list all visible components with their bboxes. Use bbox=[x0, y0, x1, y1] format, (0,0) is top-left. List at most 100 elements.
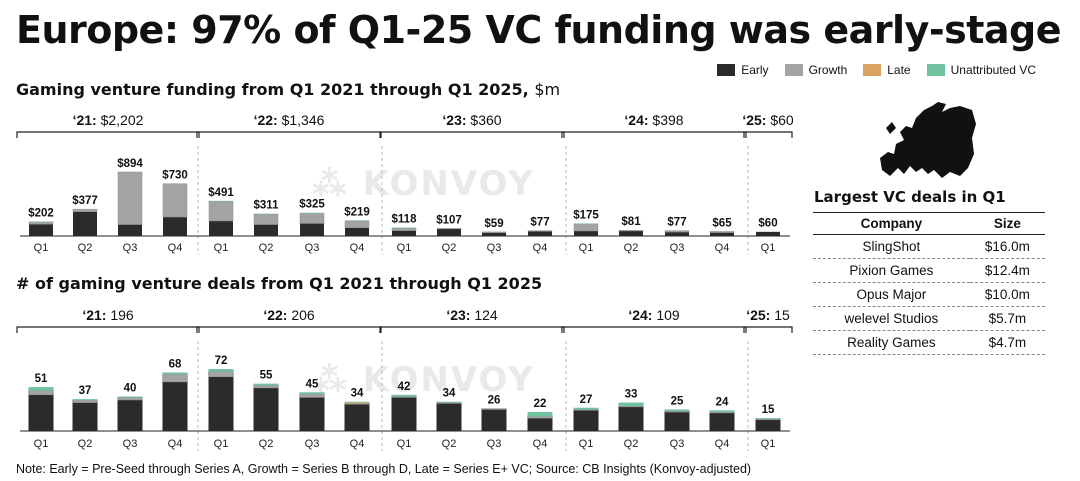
bar-segment-growth bbox=[253, 213, 279, 225]
x-tick-label: Q1 bbox=[579, 242, 594, 254]
group-bracket bbox=[16, 326, 200, 333]
bar-segment-unattributed bbox=[709, 410, 735, 413]
group-total: $360 bbox=[470, 112, 501, 128]
deals-table: Company Size SlingShot $16.0m Pixion Game… bbox=[813, 212, 1045, 355]
group-label: ‘21: $2,202 bbox=[73, 112, 144, 128]
bar-segment-unattributed bbox=[664, 409, 690, 412]
group-total: 206 bbox=[291, 307, 315, 323]
bar-segment-early bbox=[392, 230, 416, 236]
bar-segment-early bbox=[300, 223, 324, 236]
bar-segment-early bbox=[755, 419, 781, 431]
x-tick-label: Q2 bbox=[624, 438, 639, 450]
deal-company: Opus Major bbox=[813, 282, 970, 307]
bar-total-label: $118 bbox=[392, 214, 418, 226]
bar-segment-early bbox=[756, 231, 780, 236]
group-label: ‘24: 109 bbox=[628, 307, 680, 323]
bar-total-label: 33 bbox=[625, 389, 638, 401]
group-label: ‘23: $360 bbox=[442, 112, 501, 128]
x-tick-label: Q4 bbox=[533, 438, 548, 450]
x-tick-label: Q2 bbox=[624, 242, 639, 254]
legend-item-unattributed: Unattributed VC bbox=[926, 63, 1036, 77]
bar-segment-unattributed bbox=[162, 372, 188, 375]
bar-segment-growth bbox=[481, 231, 507, 234]
bar-total-label: $894 bbox=[117, 158, 143, 170]
bar-segment-growth bbox=[72, 399, 98, 403]
group-bracket bbox=[561, 131, 747, 138]
group-year: ‘24: bbox=[628, 307, 656, 323]
bar-total-label: $202 bbox=[28, 208, 54, 220]
group-bracket bbox=[16, 131, 200, 138]
x-tick-label: Q1 bbox=[761, 242, 776, 254]
bar-total-label: 24 bbox=[716, 396, 729, 408]
bar-segment-unattributed bbox=[392, 227, 416, 229]
bar-segment-early bbox=[345, 227, 369, 236]
x-tick-label: Q1 bbox=[579, 438, 594, 450]
deal-company: SlingShot bbox=[813, 234, 970, 259]
bar-segment-growth bbox=[28, 221, 54, 225]
x-tick-label: Q1 bbox=[397, 242, 412, 254]
x-tick-label: Q1 bbox=[761, 438, 776, 450]
bar-segment-early bbox=[482, 232, 506, 236]
bar-segment-early bbox=[437, 228, 461, 236]
x-tick-label: Q3 bbox=[487, 438, 502, 450]
bar-total-label: 25 bbox=[671, 395, 684, 407]
group-year: ‘22: bbox=[254, 112, 282, 128]
bar-segment-early bbox=[208, 376, 234, 431]
bar-segment-early bbox=[391, 397, 417, 431]
group-year: ‘23: bbox=[442, 112, 470, 128]
group-year: ‘24: bbox=[624, 112, 652, 128]
bar-total-label: $325 bbox=[299, 199, 325, 211]
deal-company: Reality Games bbox=[813, 330, 970, 355]
funding-chart-unit: $m bbox=[534, 80, 561, 99]
bar-segment-unattributed bbox=[299, 392, 325, 394]
x-tick-label: Q4 bbox=[715, 242, 730, 254]
bar-total-label: 72 bbox=[215, 355, 228, 367]
bar-total-label: 42 bbox=[398, 381, 411, 393]
deal-size: $4.7m bbox=[969, 330, 1045, 355]
watermark-top: ⁂ KONVOY bbox=[312, 164, 535, 204]
x-tick-label: Q4 bbox=[350, 242, 365, 254]
group-label: ‘25: $60 bbox=[742, 112, 794, 128]
group-label: ‘23: 124 bbox=[446, 307, 498, 323]
group-total: $2,202 bbox=[101, 112, 144, 128]
group-total: 196 bbox=[110, 307, 134, 323]
bar-total-label: $377 bbox=[72, 195, 98, 207]
bar-segment-early bbox=[162, 381, 188, 431]
bar-total-label: 40 bbox=[124, 383, 137, 395]
legend-label-growth: Growth bbox=[808, 63, 848, 77]
legend: Early Growth Late Unattributed VC bbox=[717, 63, 1036, 77]
group-year: ‘21: bbox=[82, 307, 110, 323]
bar-segment-unattributed bbox=[755, 418, 781, 419]
bar-total-label: 45 bbox=[306, 378, 319, 390]
table-row: Reality Games $4.7m bbox=[813, 330, 1045, 355]
deal-size: $5.7m bbox=[969, 306, 1045, 331]
bar-total-label: 15 bbox=[762, 404, 775, 416]
x-tick-label: Q1 bbox=[34, 242, 49, 254]
bar-segment-early bbox=[254, 224, 278, 236]
bar-segment-growth bbox=[28, 390, 54, 396]
group-label: ‘22: 206 bbox=[263, 307, 315, 323]
bar-total-label: $65 bbox=[712, 217, 732, 229]
bar-segment-growth bbox=[709, 411, 735, 414]
funding-chart-title: Gaming venture funding from Q1 2021 thro… bbox=[16, 80, 560, 99]
x-tick-label: Q3 bbox=[670, 242, 685, 254]
x-tick-label: Q3 bbox=[305, 438, 320, 450]
group-year: ‘23: bbox=[446, 307, 474, 323]
bar-segment-unattributed bbox=[618, 402, 644, 407]
watermark-bottom: ⁂ KONVOY bbox=[312, 360, 535, 400]
legend-item-early: Early bbox=[717, 63, 769, 77]
legend-swatch-early bbox=[717, 64, 736, 76]
bar-segment-early bbox=[710, 232, 734, 236]
bar-total-label: $175 bbox=[573, 209, 599, 221]
bar-segment-growth bbox=[664, 230, 690, 233]
bar-segment-unattributed bbox=[300, 212, 324, 214]
bar-segment-early bbox=[73, 211, 97, 236]
group-bracket bbox=[379, 326, 565, 333]
bar-total-label: $311 bbox=[254, 200, 280, 212]
bar-segment-unattributed bbox=[391, 394, 417, 397]
x-tick-label: Q2 bbox=[442, 438, 457, 450]
group-total: $398 bbox=[652, 112, 683, 128]
funding-chart-title-text: Gaming venture funding from Q1 2021 thro… bbox=[16, 80, 529, 99]
footnote: Note: Early = Pre-Seed through Series A,… bbox=[16, 462, 752, 476]
bar-total-label: 51 bbox=[35, 373, 48, 385]
